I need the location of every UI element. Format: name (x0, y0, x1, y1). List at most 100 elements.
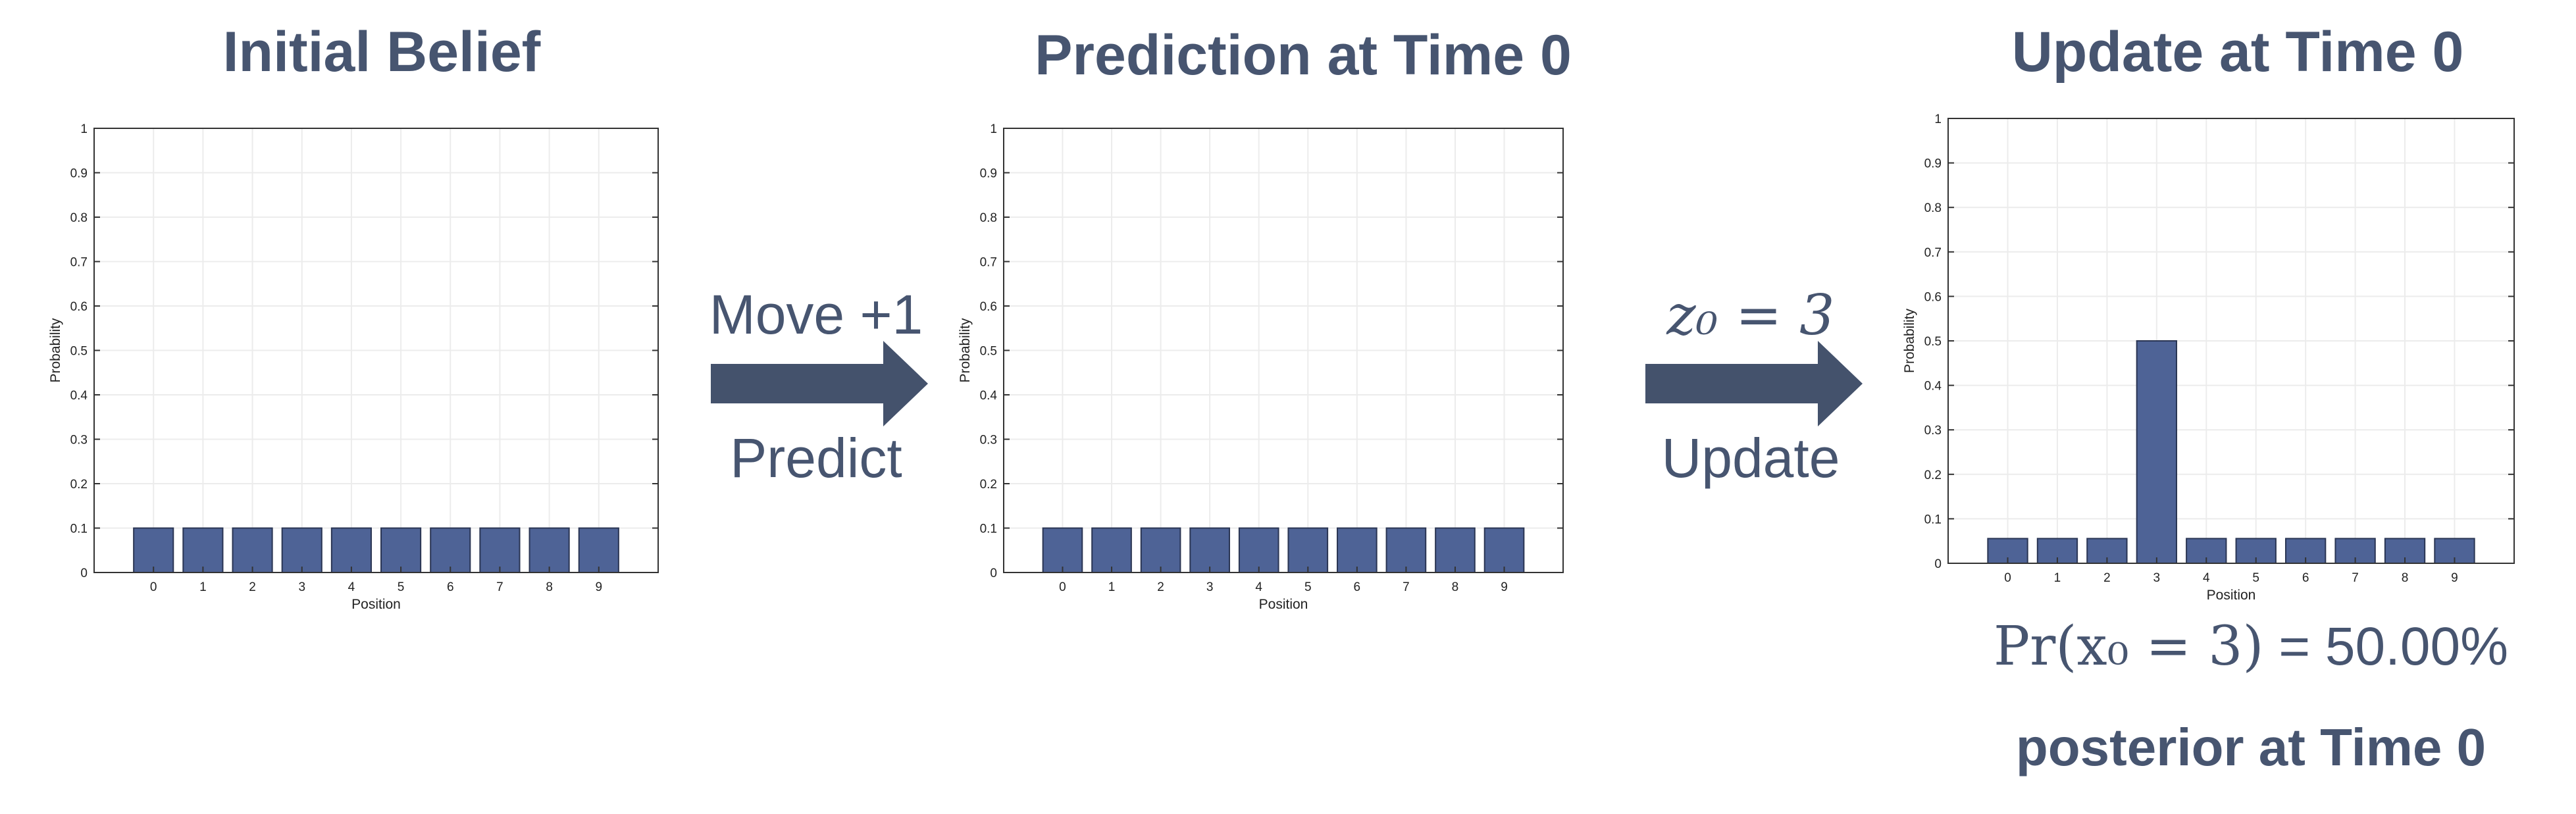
y-tick-label: 0.6 (980, 300, 997, 314)
bar-3 (281, 527, 322, 573)
bar-2 (1140, 527, 1181, 573)
y-tick-label: 0.7 (1924, 246, 1942, 260)
x-tick-label: 7 (2352, 571, 2359, 585)
y-tick-label: 0.1 (70, 522, 88, 536)
posterior-caption: posterior at Time 0 (2015, 718, 2486, 776)
x-tick-label: 0 (1059, 580, 1066, 594)
update-label: Update (1661, 427, 1840, 489)
right-arrow-icon (711, 341, 928, 426)
y-tick-label: 0.8 (70, 211, 88, 225)
x-tick-label: 3 (298, 580, 305, 594)
update-step: z₀ = 3 Update (1632, 283, 1869, 500)
bar-0 (1042, 527, 1083, 573)
x-tick-label: 3 (2153, 571, 2161, 585)
bar-3 (1189, 527, 1230, 573)
y-tick-label: 1 (990, 122, 997, 136)
x-tick-label: 1 (2054, 571, 2061, 585)
probability-value: = 50.00% (2263, 617, 2509, 676)
bar-3 (2136, 340, 2178, 564)
y-tick-label: 1 (80, 122, 88, 136)
y-tick-label: 0.6 (70, 300, 88, 314)
x-tick-label: 1 (1108, 580, 1116, 594)
predict-label: Predict (730, 427, 902, 489)
x-tick-label: 5 (2252, 571, 2259, 585)
bar-5 (2235, 538, 2277, 565)
probability-expression: Pr(x₀ = 3) (1993, 615, 2264, 678)
y-tick-label: 0.2 (980, 478, 997, 492)
plot-area: 0 0.1 0.2 0.3 0.4 0.5 0.6 0.7 0.8 0.9 1 0 1 2 3 4 5 6 7 8 9 P… (1902, 113, 2515, 603)
posterior-probability: Pr(x₀ = 3) = 50.00% (1948, 615, 2554, 681)
x-tick-label: 6 (447, 580, 454, 594)
x-tick-label: 4 (1255, 580, 1262, 594)
y-axis-label: Probability (958, 318, 973, 383)
y-tick-label: 0.2 (70, 478, 88, 492)
x-tick-label: 5 (1304, 580, 1312, 594)
y-tick-label: 0.7 (70, 256, 88, 270)
x-tick-label: 8 (2402, 571, 2409, 585)
y-axis-label: Probability (1902, 308, 1917, 373)
x-tick-label: 2 (2103, 571, 2111, 585)
y-tick-label: 0.9 (70, 167, 88, 181)
bar-1 (182, 527, 224, 573)
y-tick-label: 0.3 (1924, 424, 1942, 438)
y-tick-label: 0.3 (980, 434, 997, 447)
move-label: Move +1 (709, 284, 923, 345)
x-tick-label: 4 (348, 580, 355, 594)
x-tick-label: 9 (2451, 571, 2458, 585)
y-tick-label: 0.6 (1924, 290, 1942, 304)
x-tick-label: 7 (496, 580, 503, 594)
x-tick-label: 0 (2004, 571, 2011, 585)
bar-0 (133, 527, 174, 573)
x-tick-label: 2 (249, 580, 256, 594)
x-tick-label: 6 (1354, 580, 1361, 594)
x-tick-label: 3 (1206, 580, 1214, 594)
y-tick-label: 0 (80, 567, 88, 580)
measurement-label: z₀ = 3 (1666, 283, 1835, 347)
y-tick-label: 0.4 (980, 389, 998, 403)
bar-8 (528, 527, 570, 573)
x-tick-label: 6 (2302, 571, 2309, 585)
y-tick-label: 0.8 (980, 211, 997, 225)
y-tick-label: 0.2 (1924, 469, 1942, 482)
y-tick-label: 0.3 (70, 434, 88, 447)
bar-5 (380, 527, 422, 573)
y-axis-label: Probability (48, 318, 63, 383)
x-tick-label: 8 (546, 580, 553, 594)
y-tick-label: 0.5 (70, 345, 88, 359)
x-axis-label: Position (2207, 588, 2256, 603)
y-tick-label: 1 (1934, 113, 1942, 126)
y-tick-label: 0.7 (980, 256, 997, 270)
right-arrow-icon (1645, 341, 1863, 426)
predict-step: Move +1 Predict (698, 283, 935, 500)
y-tick-label: 0 (1934, 557, 1942, 571)
y-tick-label: 0 (990, 567, 997, 580)
plot-area: 0 0.1 0.2 0.3 0.4 0.5 0.6 0.7 0.8 0.9 1 0 1 2 3 4 5 6 7 8 9 P… (48, 122, 659, 612)
x-tick-label: 2 (1157, 580, 1164, 594)
y-tick-label: 0.1 (980, 522, 997, 536)
x-axis-label: Position (1259, 597, 1308, 612)
y-tick-label: 0.4 (1924, 380, 1942, 394)
bar-5 (1287, 527, 1329, 573)
y-tick-label: 0.8 (1924, 201, 1942, 215)
x-tick-label: 4 (2203, 571, 2210, 585)
x-tick-label: 9 (1501, 580, 1508, 594)
x-tick-label: 1 (199, 580, 207, 594)
y-tick-label: 0.1 (1924, 513, 1942, 526)
bar-7 (479, 527, 521, 573)
bar-4 (1238, 527, 1279, 573)
bar-4 (330, 527, 372, 573)
x-tick-label: 9 (596, 580, 603, 594)
bar-2 (232, 527, 273, 573)
x-tick-label: 5 (398, 580, 405, 594)
x-tick-label: 0 (150, 580, 157, 594)
y-tick-label: 0.5 (1924, 335, 1942, 349)
y-tick-label: 0.4 (70, 389, 88, 403)
plot-area: 0 0.1 0.2 0.3 0.4 0.5 0.6 0.7 0.8 0.9 1 0 1 2 3 4 5 6 7 8 9 P… (958, 122, 1564, 612)
y-tick-label: 0.9 (1924, 157, 1942, 171)
bar-9 (578, 527, 619, 573)
x-tick-label: 7 (1403, 580, 1410, 594)
x-axis-label: Position (351, 597, 401, 612)
